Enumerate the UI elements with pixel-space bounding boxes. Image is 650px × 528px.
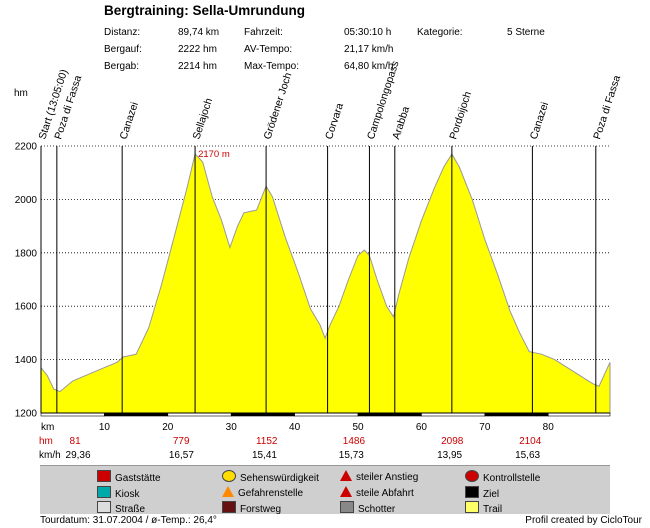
kmh-value: 29,36 xyxy=(66,450,91,461)
x-tick-label: 80 xyxy=(543,422,555,433)
elevation-area xyxy=(40,152,611,414)
stat-distanz-value: 89,74 km xyxy=(178,27,220,38)
peak-label: 2170 m xyxy=(198,149,230,160)
waypoint-label: Sellajoch xyxy=(191,97,216,141)
legend-item: Kiosk xyxy=(97,486,139,500)
waypoint-label: Grödener Joch xyxy=(262,71,295,141)
smiley-icon xyxy=(222,470,236,482)
legend-label: Straße xyxy=(115,504,146,515)
kmh-value: 15,73 xyxy=(339,450,364,461)
waypoint-label: Poza di Fassa xyxy=(591,74,623,141)
y-tick-label: 2000 xyxy=(15,195,38,206)
house-icon xyxy=(97,470,111,482)
hm-value: 1152 xyxy=(256,436,278,447)
y-tick-label: 1200 xyxy=(15,409,38,420)
legend-item: Ziel xyxy=(465,486,499,500)
road-icon xyxy=(97,501,111,513)
legend-label: Kiosk xyxy=(115,489,140,500)
x-tick-label: 60 xyxy=(416,422,428,433)
y-tick-label: 1800 xyxy=(15,248,38,259)
x-tick-label: 10 xyxy=(99,422,111,433)
legend-item: Trail xyxy=(465,501,502,515)
x-tick-label: 70 xyxy=(479,422,491,433)
stat-fahrzeit-value: 05:30:10 h xyxy=(344,27,392,38)
page-title: Bergtraining: Sella-Umrundung xyxy=(104,3,306,18)
kmh-value: 15,41 xyxy=(252,450,277,461)
x-tick-label: 40 xyxy=(289,422,301,433)
legend-item: Schotter xyxy=(340,501,395,515)
kmh-row-label: km/h xyxy=(39,450,61,461)
stat-avtempo-label: AV-Tempo: xyxy=(244,44,293,55)
stat-distanz-label: Distanz: xyxy=(104,27,141,38)
legend-item: steile Abfahrt xyxy=(340,486,414,499)
y-tick-label: 2200 xyxy=(15,142,38,153)
trail-icon xyxy=(465,501,479,513)
finish-flag-icon xyxy=(465,486,479,498)
y-axis-title: hm xyxy=(14,88,28,99)
kmh-value: 16,57 xyxy=(169,450,194,461)
x-tick-label: 20 xyxy=(162,422,174,433)
gravel-icon xyxy=(340,501,354,513)
waypoint-label: Pordoijoch xyxy=(447,90,474,141)
stat-kategorie-value: 5 Sterne xyxy=(507,27,545,38)
legend-label: Gaststätte xyxy=(115,473,161,484)
kmh-value: 13,95 xyxy=(437,450,462,461)
legend-label: Trail xyxy=(483,504,503,515)
legend-item: Sehenswürdigkeit xyxy=(222,470,319,484)
legend-item: Forstweg xyxy=(222,501,281,515)
waypoint-label: Canazei xyxy=(528,101,551,141)
waypoint-label: Canazei xyxy=(118,101,141,141)
waypoint-label: Arabba xyxy=(390,105,412,141)
kmh-value: 15,63 xyxy=(515,450,540,461)
footer-credit: Profil created by CicloTour xyxy=(525,515,642,526)
legend-item: Straße xyxy=(97,501,145,515)
x-axis-title: km xyxy=(41,422,54,433)
x-tick-label: 30 xyxy=(226,422,238,433)
hm-value: 2098 xyxy=(441,436,464,447)
hm-row-label: hm xyxy=(39,436,53,447)
legend-label: steile Abfahrt xyxy=(356,488,414,499)
legend-label: Forstweg xyxy=(240,504,282,515)
legend-label: Ziel xyxy=(483,489,500,500)
stat-bergab-value: 2214 hm xyxy=(178,61,217,72)
legend-label: Kontrollstelle xyxy=(483,473,541,484)
stat-fahrzeit-label: Fahrzeit: xyxy=(244,27,283,38)
hm-value: 81 xyxy=(70,436,82,447)
steep-descent-icon xyxy=(340,486,352,497)
stat-bergab-label: Bergab: xyxy=(104,61,140,72)
legend: Gaststätte Kiosk Straße Sehenswürdigkeit Gef… xyxy=(40,465,610,515)
hm-value: 2104 xyxy=(519,436,542,447)
waypoint-label: Corvara xyxy=(323,102,346,141)
stat-avtempo-value: 21,17 km/h xyxy=(344,44,394,55)
footer-tour-info: Tourdatum: 31.07.2004 / ø-Temp.: 26,4° xyxy=(40,515,217,526)
x-tick-label: 50 xyxy=(352,422,364,433)
stat-bergauf-label: Bergauf: xyxy=(104,44,142,55)
y-tick-label: 1400 xyxy=(15,355,38,366)
stat-maxtempo-value: 64,80 km/h xyxy=(344,61,394,72)
danger-icon xyxy=(222,486,234,497)
hm-value: 1486 xyxy=(343,436,366,447)
y-tick-label: 1600 xyxy=(15,302,38,313)
stat-bergauf-value: 2222 hm xyxy=(178,44,217,55)
hm-value: 779 xyxy=(173,436,190,447)
legend-label: Schotter xyxy=(358,504,396,515)
legend-label: Sehenswürdigkeit xyxy=(240,473,319,484)
forest-road-icon xyxy=(222,501,236,513)
kiosk-icon xyxy=(97,486,111,498)
legend-label: steiler Anstieg xyxy=(356,472,419,483)
legend-item: Kontrollstelle xyxy=(465,470,540,484)
legend-item: Gaststätte xyxy=(97,470,161,484)
legend-item: steiler Anstieg xyxy=(340,470,418,483)
stat-kategorie-label: Kategorie: xyxy=(417,27,463,38)
stat-maxtempo-label: Max-Tempo: xyxy=(244,61,300,72)
steep-climb-icon xyxy=(340,470,352,481)
stop-icon xyxy=(465,470,479,482)
legend-item: Gefahrenstelle xyxy=(222,486,303,499)
legend-label: Gefahrenstelle xyxy=(238,488,304,499)
